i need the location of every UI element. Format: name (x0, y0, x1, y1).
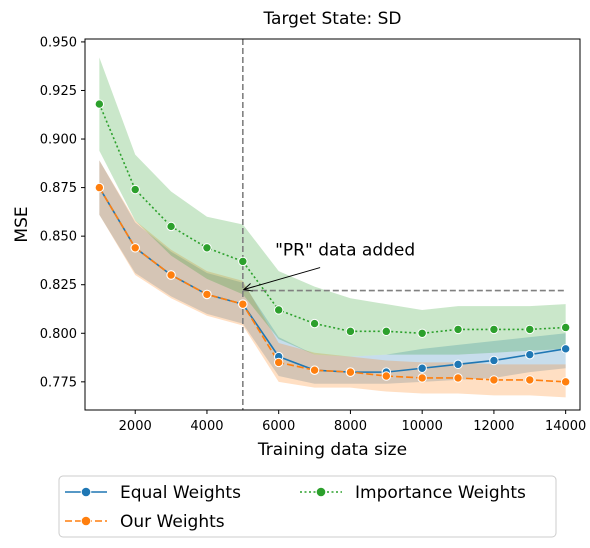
our-weights-legend-label: Our Weights (120, 512, 225, 532)
equal-weights-legend-marker (80, 486, 92, 498)
y-tick-label: 0.825 (40, 278, 77, 293)
our-weights-point (417, 373, 427, 383)
our-weights-legend-marker (80, 515, 92, 527)
importance-weights-point (453, 324, 463, 335)
y-tick-label: 0.925 (40, 84, 77, 99)
y-tick-label: 0.875 (40, 181, 77, 196)
our-weights-point (381, 371, 392, 381)
our-weights-confidence-band (99, 160, 566, 398)
our-weights-point (309, 365, 320, 375)
equal-weights-point (525, 349, 535, 360)
annotation: "PR" data added (242, 241, 415, 292)
equal-weights-point (453, 359, 463, 370)
our-weights-point (345, 367, 356, 377)
annotation-arrow-head (242, 283, 253, 292)
importance-weights-point (94, 99, 105, 109)
chart-title: Target State: SD (262, 9, 401, 29)
importance-weights-point (381, 326, 392, 337)
equal-weights-point (560, 344, 571, 354)
y-tick-label: 0.850 (40, 230, 77, 245)
our-weights-point (238, 299, 248, 309)
our-weights-point (560, 377, 571, 387)
series-markers (94, 99, 571, 387)
equal-weights-legend-label: Equal Weights (120, 483, 241, 503)
our-weights-point (273, 357, 284, 368)
x-tick-label: 12000 (473, 419, 514, 434)
equal-weights-confidence-band (99, 160, 566, 384)
y-tick-label: 0.900 (40, 133, 77, 148)
x-tick-label: 4000 (190, 419, 223, 434)
equal-weights-point (417, 363, 427, 373)
importance-weights-point (560, 322, 571, 333)
x-axis-ticks: 2000 4000 6000 8000 10000 12000 14000 (119, 410, 586, 434)
x-tick-label: 8000 (334, 419, 367, 434)
y-axis-label: MSE (12, 206, 32, 242)
our-weights-point (453, 373, 463, 383)
y-tick-label: 0.775 (40, 375, 77, 390)
importance-weights-point (345, 326, 356, 337)
annotation-text: "PR" data added (275, 241, 415, 261)
importance-weights-legend-marker (315, 486, 327, 498)
importance-weights-legend-label: Importance Weights (355, 483, 526, 503)
y-tick-label: 0.950 (40, 35, 77, 50)
equal-weights-point (489, 355, 499, 366)
our-weights-point (166, 270, 176, 280)
importance-weights-confidence-band (99, 57, 566, 357)
annotation-arrow-line (243, 267, 321, 291)
confidence-bands (99, 57, 566, 398)
reference-lines (242, 39, 566, 410)
legend-box (58, 475, 557, 538)
y-tick-label: 0.800 (40, 327, 77, 342)
y-axis-ticks: 0.775 0.800 0.825 0.850 0.875 0.900 0.925 0.950 (40, 35, 85, 390)
x-tick-label: 14000 (545, 419, 586, 434)
plot-frame (84, 38, 581, 411)
x-tick-label: 6000 (262, 419, 295, 434)
x-tick-label: 10000 (401, 419, 442, 434)
our-weights-point (130, 243, 140, 253)
importance-weights-point (166, 221, 176, 232)
importance-weights-point (130, 184, 140, 195)
importance-weights-point (525, 324, 535, 335)
importance-weights-point (273, 305, 284, 315)
importance-weights-point (417, 328, 427, 338)
series-lines (98, 103, 566, 383)
legend: Equal Weights Importance Weights Our Weigh… (58, 475, 557, 538)
our-weights-point (489, 375, 499, 385)
our-weights-point (94, 182, 105, 193)
importance-weights-point (489, 324, 499, 335)
our-weights-point (525, 375, 535, 385)
our-weights-point (202, 289, 212, 300)
our-weights-line (98, 187, 566, 383)
importance-weights-point (309, 318, 320, 329)
x-axis-label: Training data size (257, 440, 407, 460)
importance-weights-point (202, 243, 212, 253)
x-tick-label: 2000 (119, 419, 152, 434)
importance-weights-point (238, 256, 248, 267)
